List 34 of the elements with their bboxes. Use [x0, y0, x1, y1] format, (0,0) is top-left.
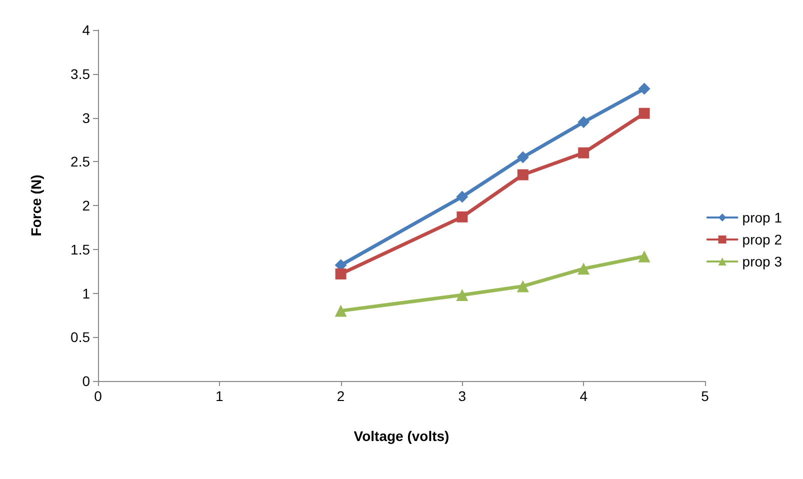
point: [334, 304, 347, 317]
legend-label: prop 2: [742, 232, 782, 248]
y-tick-label: 1: [82, 285, 90, 302]
y-axis-title: Force (N): [28, 174, 44, 236]
y-tick-label: 2: [82, 198, 90, 214]
point: [578, 116, 590, 128]
x-tick-label: 5: [701, 388, 710, 404]
legend-label: prop 3: [742, 254, 782, 270]
x-tick-label: 1: [216, 388, 224, 404]
point: [516, 280, 529, 292]
point: [456, 190, 468, 203]
x-axis-title: Voltage (volts): [354, 428, 450, 444]
point: [456, 211, 468, 222]
point: [578, 262, 590, 275]
y-tick-label: 4: [82, 22, 90, 38]
point: [638, 250, 650, 262]
y-tick-label: 3: [82, 110, 90, 126]
point: [456, 289, 468, 302]
point: [638, 108, 650, 119]
y-tick-label: 1.5: [70, 241, 90, 258]
point: [517, 169, 528, 180]
x-tick-label: 4: [580, 388, 588, 404]
x-tick-label: 2: [336, 388, 345, 404]
point: [638, 82, 650, 95]
y-tick-label: 0: [82, 373, 90, 389]
point: [335, 268, 346, 280]
point: [516, 151, 529, 164]
y-tick-label: 3.5: [70, 66, 90, 82]
x-tick-label: 3: [458, 388, 466, 404]
x-tick-label: 0: [94, 388, 102, 404]
point: [578, 147, 590, 158]
legend-label: prop 1: [742, 210, 782, 226]
y-tick-label: 2.5: [70, 154, 90, 170]
y-tick-label: 0.5: [70, 329, 90, 346]
